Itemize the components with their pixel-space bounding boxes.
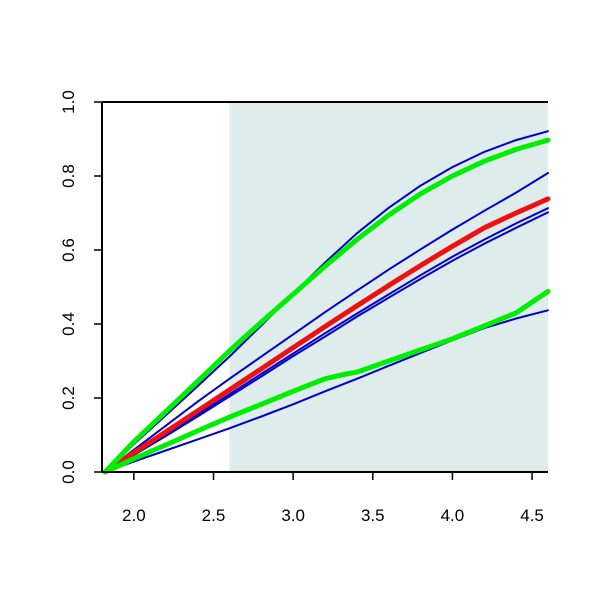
x-tick-label: 3.5 bbox=[361, 506, 385, 525]
x-tick-label: 4.0 bbox=[441, 506, 465, 525]
series-line-8 bbox=[102, 288, 551, 475]
y-tick-label: 0.8 bbox=[59, 164, 78, 188]
x-tick-label: 2.0 bbox=[122, 506, 146, 525]
series-line-2 bbox=[104, 172, 549, 473]
axes-layer: 2.0 2.5 3.0 3.5 4.0 4.5 0.0 0.2 0.4 0.6 0.8 1.0 bbox=[59, 90, 548, 525]
y-tick-label: 0.4 bbox=[59, 312, 78, 336]
x-tick-label: 3.0 bbox=[281, 506, 305, 525]
x-tick-label: 4.5 bbox=[520, 506, 544, 525]
series-line-4 bbox=[104, 211, 549, 473]
y-tick-label: 0.0 bbox=[59, 460, 78, 484]
y-tick-label: 0.2 bbox=[59, 386, 78, 410]
series-line-6 bbox=[102, 196, 551, 475]
y-tick-label: 0.6 bbox=[59, 238, 78, 262]
series-line-1 bbox=[104, 130, 549, 473]
x-tick-label: 2.5 bbox=[202, 506, 226, 525]
y-tick-label: 1.0 bbox=[59, 90, 78, 114]
series-line-3 bbox=[104, 207, 549, 473]
series-line-7 bbox=[102, 137, 551, 475]
series-layer bbox=[102, 130, 551, 475]
